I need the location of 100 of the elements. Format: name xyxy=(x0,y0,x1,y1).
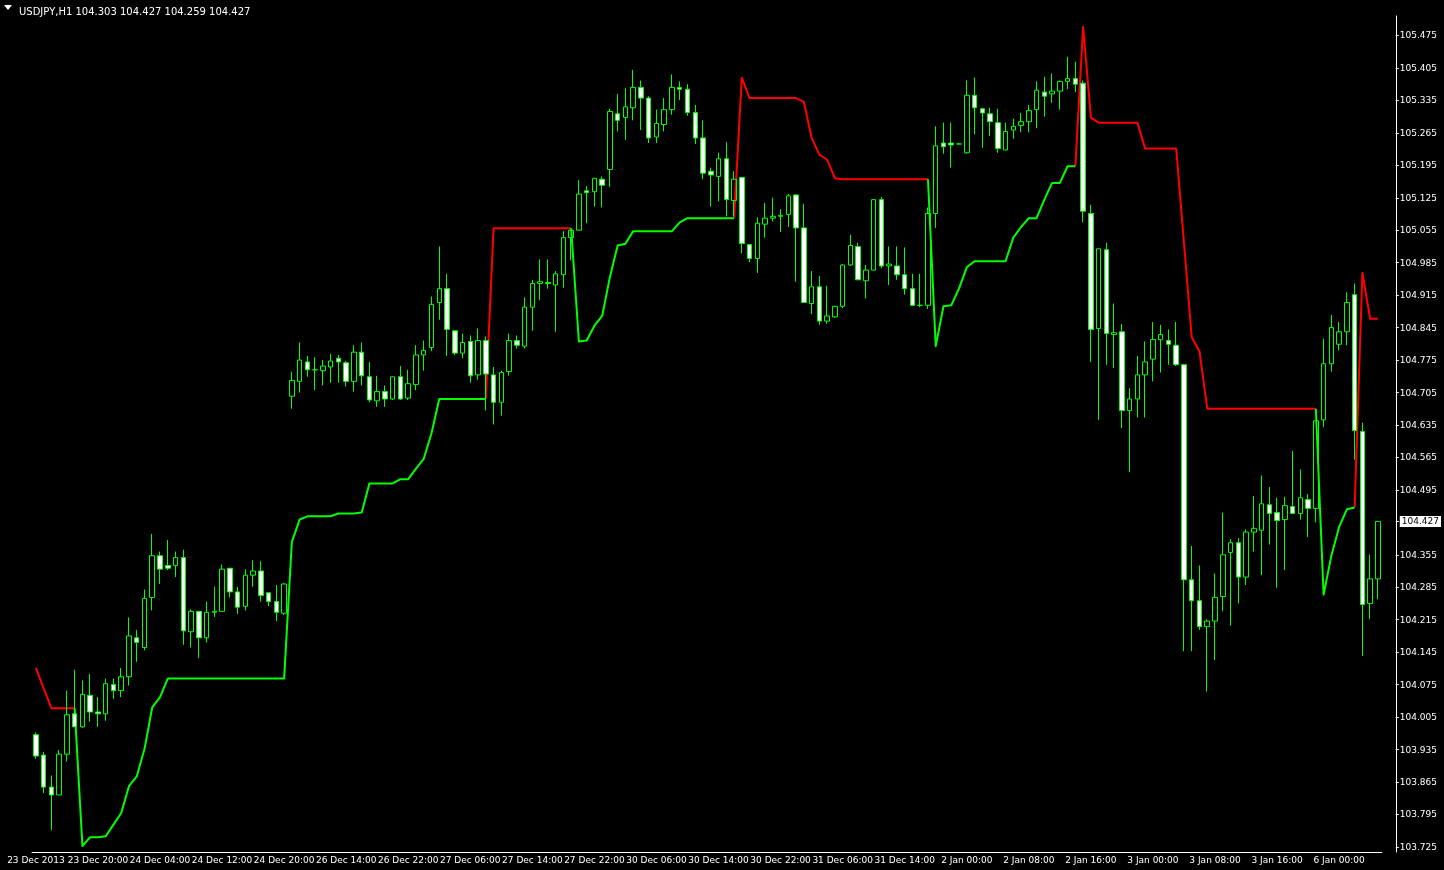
candlestick xyxy=(902,246,907,296)
candlestick xyxy=(592,177,597,208)
candlestick xyxy=(468,334,473,384)
x-tick-label: 31 Dec 14:00 xyxy=(874,854,936,865)
candlestick xyxy=(972,77,977,135)
candlestick xyxy=(871,199,876,271)
candlestick xyxy=(312,356,318,391)
candlestick xyxy=(1274,497,1280,589)
candlestick xyxy=(281,582,287,616)
candlestick xyxy=(274,584,279,622)
candlestick xyxy=(1104,242,1109,366)
candlestick xyxy=(134,629,139,663)
candlestick xyxy=(95,696,101,728)
candlestick xyxy=(669,73,675,116)
candlestick xyxy=(111,678,116,700)
candlestick xyxy=(1352,283,1357,461)
candlestick xyxy=(1236,537,1241,604)
candlestick xyxy=(948,122,954,169)
candlestick xyxy=(49,774,54,831)
candlestick xyxy=(437,245,442,321)
candlestick xyxy=(809,270,814,315)
candlestick xyxy=(126,616,132,687)
candlestick xyxy=(1065,56,1070,90)
x-tick-label: 30 Dec 22:00 xyxy=(750,854,812,865)
candlestick xyxy=(196,610,202,659)
candlestick xyxy=(1282,496,1288,571)
candlestick xyxy=(80,679,85,729)
candlestick xyxy=(204,601,209,643)
candlestick xyxy=(561,230,566,289)
candlestick xyxy=(398,365,403,401)
candlestick xyxy=(584,185,589,224)
candlestick xyxy=(149,533,155,611)
chart-title: USDJPY,H1 104.303 104.427 104.259 104.427 xyxy=(19,5,251,17)
y-tick-label: 104.145 xyxy=(1399,647,1437,658)
y-tick-label: 104.985 xyxy=(1399,257,1437,268)
y-tick-label: 104.635 xyxy=(1399,419,1437,430)
candlestick xyxy=(956,142,962,145)
candlestick xyxy=(522,296,527,349)
candlestick xyxy=(1367,554,1373,620)
candlestick xyxy=(1042,76,1047,118)
candlestick xyxy=(444,273,450,357)
candlestick xyxy=(1127,387,1132,473)
candlestick xyxy=(685,83,690,117)
candlestick xyxy=(1150,321,1156,382)
y-tick-label: 104.705 xyxy=(1399,387,1437,398)
candlestick xyxy=(235,586,240,615)
candlestick xyxy=(716,152,721,202)
candlestick xyxy=(599,175,605,208)
x-tick-label: 2 Jan 00:00 xyxy=(941,854,993,865)
candlestick xyxy=(747,244,752,263)
candlestick xyxy=(212,586,217,618)
candlestick xyxy=(840,263,845,309)
x-tick-label: 6 Jan 00:00 xyxy=(1313,854,1366,865)
candlestick xyxy=(824,285,830,325)
candlestick xyxy=(103,678,108,722)
x-tick-label: 23 Dec 20:00 xyxy=(67,854,129,865)
candlestick xyxy=(1344,291,1350,346)
candlestick xyxy=(181,549,186,646)
candlestick xyxy=(460,333,465,359)
x-tick-label: 3 Jan 16:00 xyxy=(1251,854,1303,865)
candlestick xyxy=(1073,61,1078,93)
candlestick xyxy=(305,355,310,378)
x-tick-label: 26 Dec 22:00 xyxy=(377,854,439,865)
candlestick xyxy=(452,330,458,356)
candlestick xyxy=(894,245,900,281)
candlestick xyxy=(250,559,256,588)
candlestick xyxy=(390,376,395,401)
candlestick xyxy=(1321,338,1326,428)
candlestick xyxy=(1298,468,1303,521)
candlestick xyxy=(320,359,326,387)
candlestick xyxy=(1142,341,1148,419)
candlestick xyxy=(382,385,388,408)
candlestick xyxy=(786,193,791,228)
candlestick xyxy=(1267,486,1272,546)
candlestick xyxy=(258,560,264,603)
candlestick xyxy=(576,179,582,231)
candlestick xyxy=(173,551,178,578)
candlestick xyxy=(1329,314,1334,373)
candlestick xyxy=(64,690,70,763)
x-tick-label: 30 Dec 06:00 xyxy=(626,854,687,865)
candlestick xyxy=(118,667,124,698)
candlestick xyxy=(1173,321,1179,367)
candlestick xyxy=(297,341,302,393)
y-tick-label: 104.285 xyxy=(1399,582,1437,593)
y-tick-label: 104.355 xyxy=(1399,549,1437,560)
y-tick-label: 104.427 xyxy=(1401,516,1439,527)
candlestick xyxy=(219,564,225,612)
candlestick xyxy=(886,245,892,286)
candlestick xyxy=(941,122,946,155)
candlestick xyxy=(1313,420,1319,523)
y-tick-label: 103.795 xyxy=(1399,809,1437,820)
candlestick xyxy=(33,731,39,760)
candlestick xyxy=(987,107,993,137)
candlestick xyxy=(646,95,651,144)
y-tick-label: 104.845 xyxy=(1399,322,1437,333)
candlestick xyxy=(1166,328,1171,366)
y-tick-label: 104.775 xyxy=(1399,355,1437,366)
candlestick xyxy=(863,264,869,299)
x-tick-label: 3 Jan 00:00 xyxy=(1127,854,1179,865)
candlestick xyxy=(661,97,667,132)
